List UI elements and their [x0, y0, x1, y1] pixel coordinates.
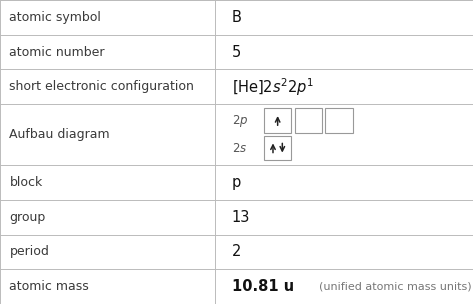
- Text: 10.81 u: 10.81 u: [232, 279, 294, 294]
- Text: atomic number: atomic number: [9, 46, 105, 59]
- Text: B: B: [232, 10, 242, 25]
- Text: $2p$: $2p$: [232, 113, 248, 129]
- Text: 2: 2: [232, 244, 241, 259]
- Text: block: block: [9, 176, 43, 189]
- Text: Aufbau diagram: Aufbau diagram: [9, 128, 110, 141]
- Bar: [264, 108, 291, 133]
- Bar: [295, 108, 322, 133]
- Text: atomic mass: atomic mass: [9, 280, 89, 293]
- Bar: [264, 136, 291, 161]
- Text: period: period: [9, 245, 49, 258]
- Text: $2s$: $2s$: [232, 141, 247, 154]
- Text: $\mathregular{[He]2}s^2\mathregular{2}p^1$: $\mathregular{[He]2}s^2\mathregular{2}p^…: [232, 76, 314, 98]
- Text: short electronic configuration: short electronic configuration: [9, 80, 194, 93]
- Bar: [325, 108, 353, 133]
- Text: atomic symbol: atomic symbol: [9, 11, 101, 24]
- Text: p: p: [232, 175, 241, 190]
- Text: (unified atomic mass units): (unified atomic mass units): [319, 282, 472, 292]
- Text: 13: 13: [232, 210, 250, 225]
- Text: group: group: [9, 211, 46, 224]
- Text: 5: 5: [232, 45, 241, 60]
